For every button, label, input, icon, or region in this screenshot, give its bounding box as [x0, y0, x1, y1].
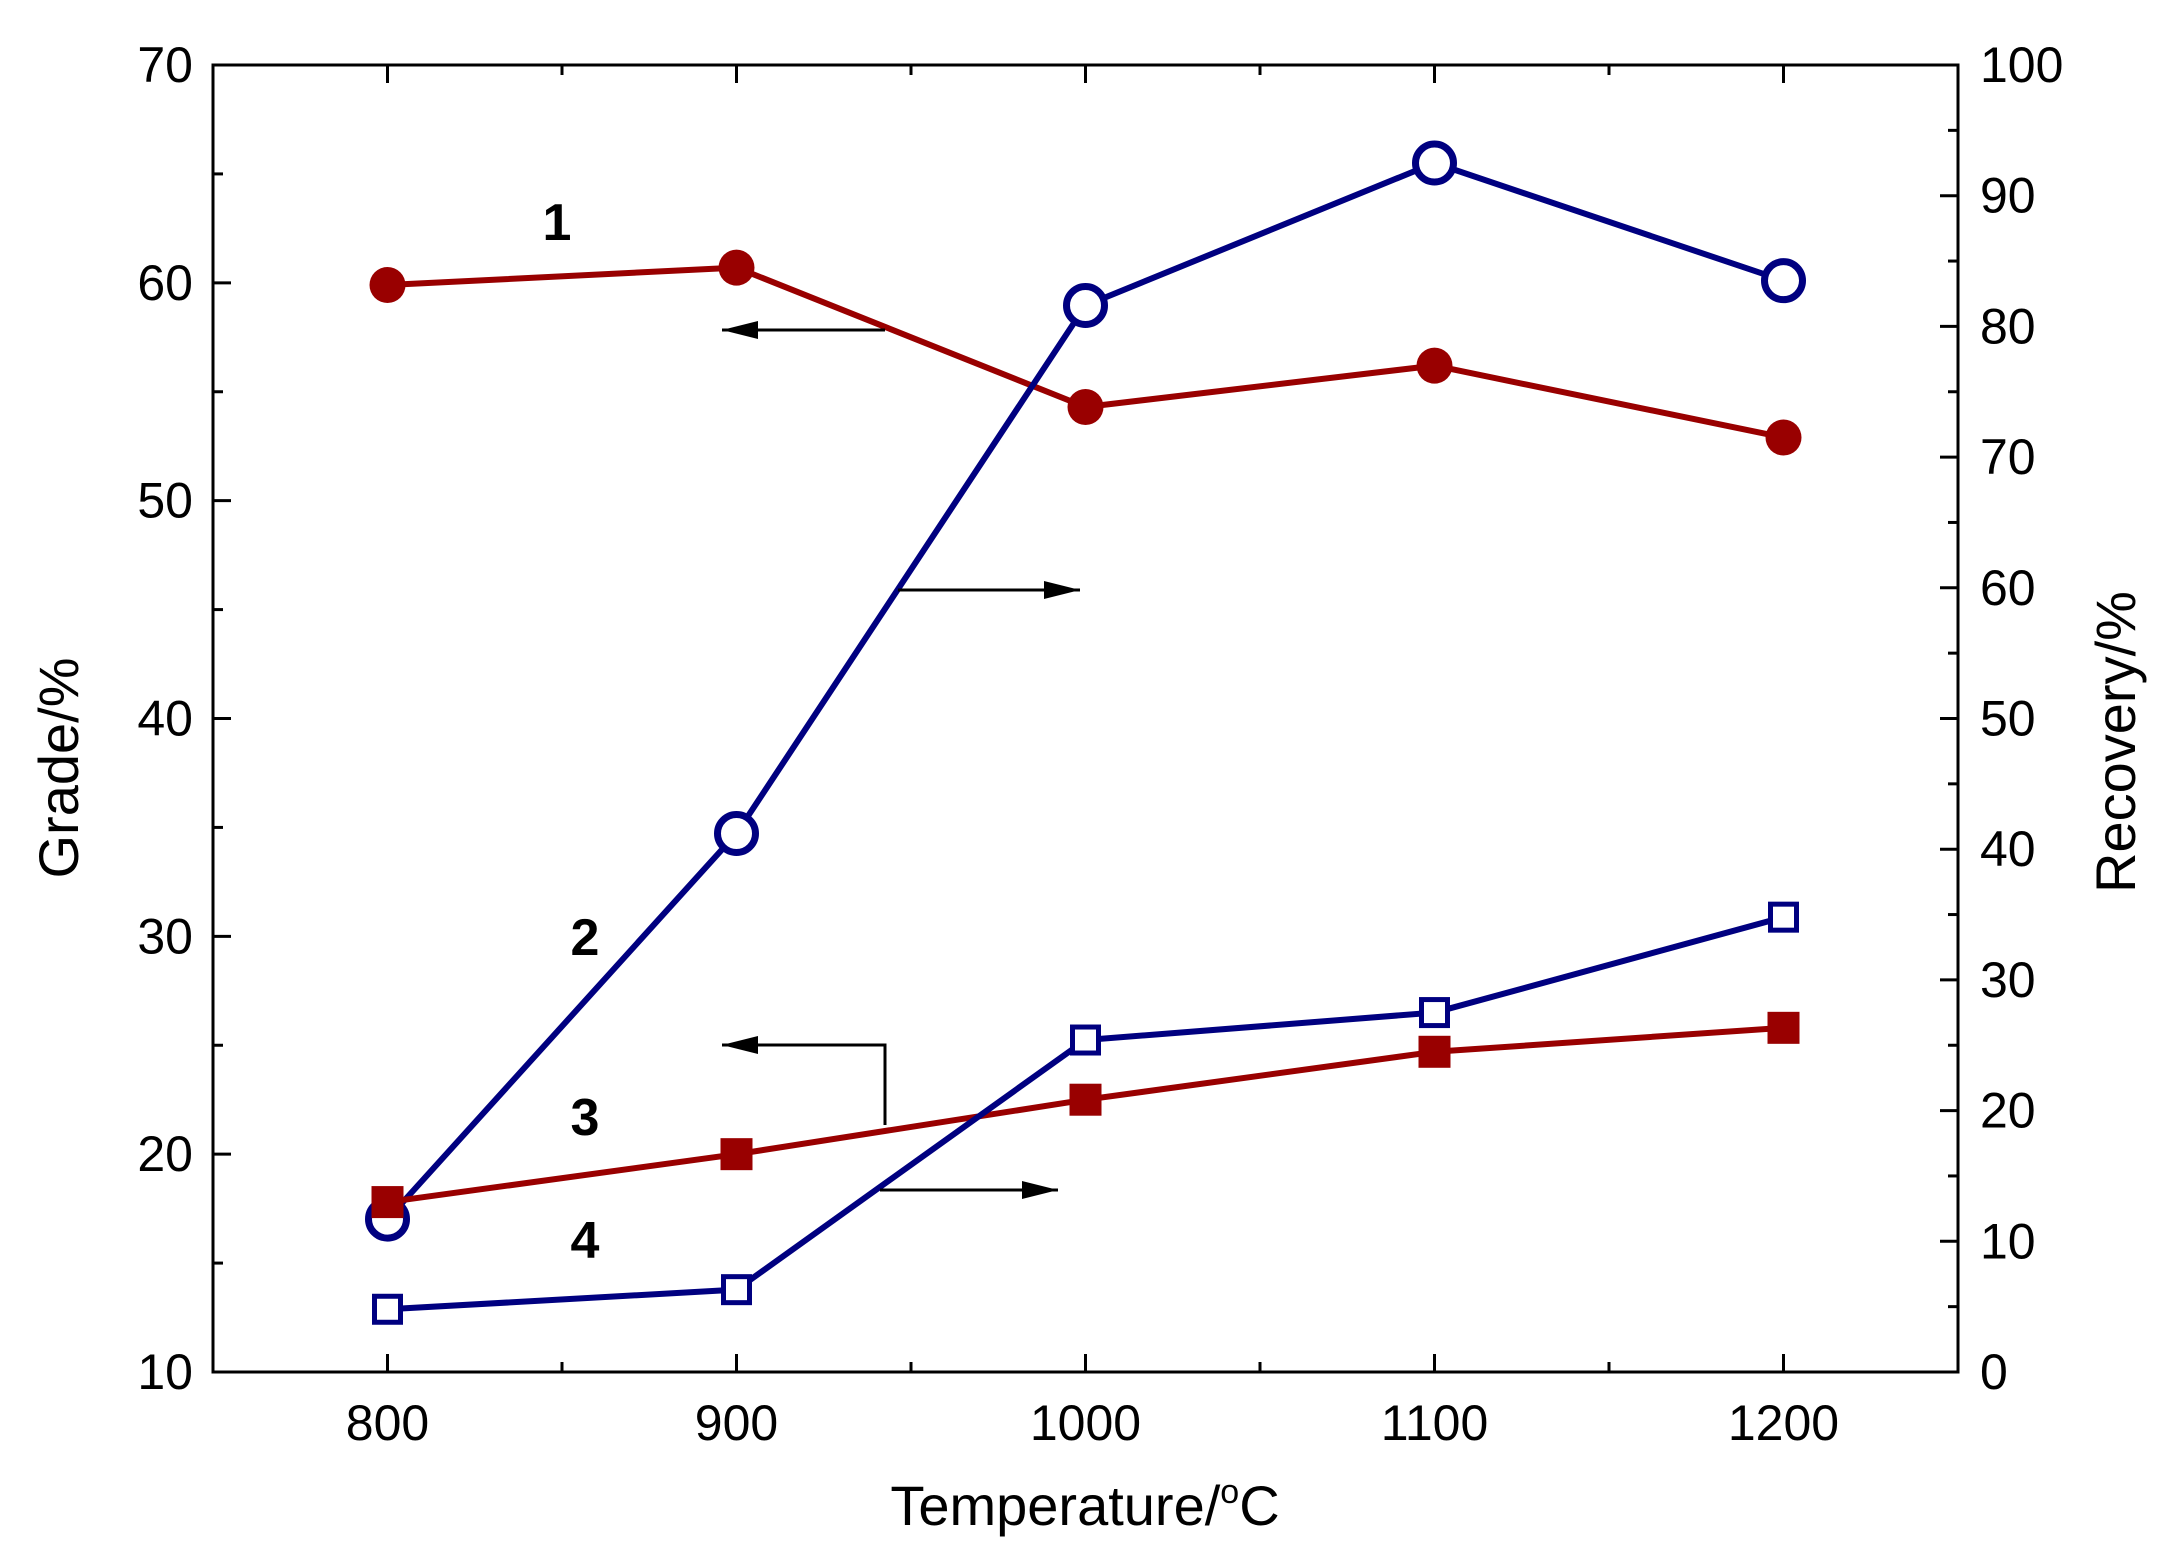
y-right-tick-label: 60	[1980, 560, 2036, 616]
annotation-arrows	[722, 321, 1080, 1199]
y-right-tick-label: 80	[1980, 298, 2036, 354]
series-2-point	[714, 811, 759, 857]
series-1-point	[1067, 388, 1104, 425]
y-right-tick-label: 90	[1980, 168, 2036, 224]
y-right-tick-label: 70	[1980, 429, 2036, 485]
series-4-point	[1070, 1024, 1101, 1056]
series-2-point	[1063, 282, 1108, 328]
series-3-point	[720, 1138, 753, 1171]
series-label-2: 2	[571, 909, 600, 967]
series-4-point	[1768, 901, 1799, 933]
arrow-series-3-head	[722, 1036, 758, 1054]
series-label-4: 4	[571, 1212, 600, 1270]
series-4-point	[1419, 997, 1450, 1029]
y-left-tick-label: 70	[137, 37, 193, 93]
series-label-3: 3	[571, 1089, 600, 1147]
x-tick-label: 800	[346, 1395, 429, 1451]
y-left-tick-label: 20	[137, 1126, 193, 1182]
x-axis-title: Temperature/oC	[890, 1473, 1279, 1537]
y-left-tick-label: 50	[137, 473, 193, 529]
x-axis-title-main: Temperature/	[890, 1474, 1220, 1537]
series-1-point	[718, 249, 755, 286]
series-3-point	[1069, 1083, 1102, 1116]
y-left-tick-label: 60	[137, 255, 193, 311]
x-tick-label: 1000	[1030, 1395, 1141, 1451]
series-2-point	[1761, 258, 1806, 304]
series-4-point	[372, 1293, 403, 1325]
series-3-point	[371, 1186, 404, 1219]
y-right-tick-label: 40	[1980, 821, 2036, 877]
arrow-series-2-head	[1044, 581, 1080, 599]
arrow-series-4-head	[1022, 1181, 1058, 1199]
y-left-tick-label: 30	[137, 908, 193, 964]
y-axis-right-title: Recovery/%	[2084, 591, 2147, 893]
y-right-tick-label: 0	[1980, 1344, 2008, 1400]
series-1-point	[1765, 419, 1802, 456]
x-tick-label: 1200	[1728, 1395, 1839, 1451]
x-tick-label: 1100	[1381, 1395, 1489, 1451]
y-right-tick-label: 50	[1980, 691, 2036, 747]
arrow-series-1-head	[722, 321, 758, 339]
y-right-tick-label: 20	[1980, 1083, 2036, 1139]
series-4-point	[721, 1274, 752, 1306]
series-layer	[365, 140, 1806, 1325]
series-label-1: 1	[543, 194, 572, 252]
y-right-tick-label: 10	[1980, 1213, 2036, 1269]
y-left-tick-label: 40	[137, 691, 193, 747]
series-2-point	[1412, 140, 1457, 186]
x-axis-title-sup: o	[1220, 1473, 1239, 1511]
series-1-point	[1416, 347, 1453, 384]
y-right-tick-label: 100	[1980, 37, 2063, 93]
y-right-tick-label: 30	[1980, 952, 2036, 1008]
series-3-point	[1418, 1035, 1451, 1068]
plot-frame	[211, 63, 1960, 1374]
x-tick-label: 900	[695, 1395, 778, 1451]
series-1-point	[369, 267, 406, 304]
arrow-series-3-line	[722, 1043, 887, 1125]
axes-layer: 800 900 1000 1100 12001020304050607001020304…	[137, 37, 2063, 1451]
x-axis-title-suffix: C	[1239, 1474, 1279, 1537]
y-axis-left-title: Grade/%	[27, 658, 90, 879]
y-left-tick-label: 10	[137, 1344, 193, 1400]
series-3-point	[1767, 1011, 1800, 1044]
